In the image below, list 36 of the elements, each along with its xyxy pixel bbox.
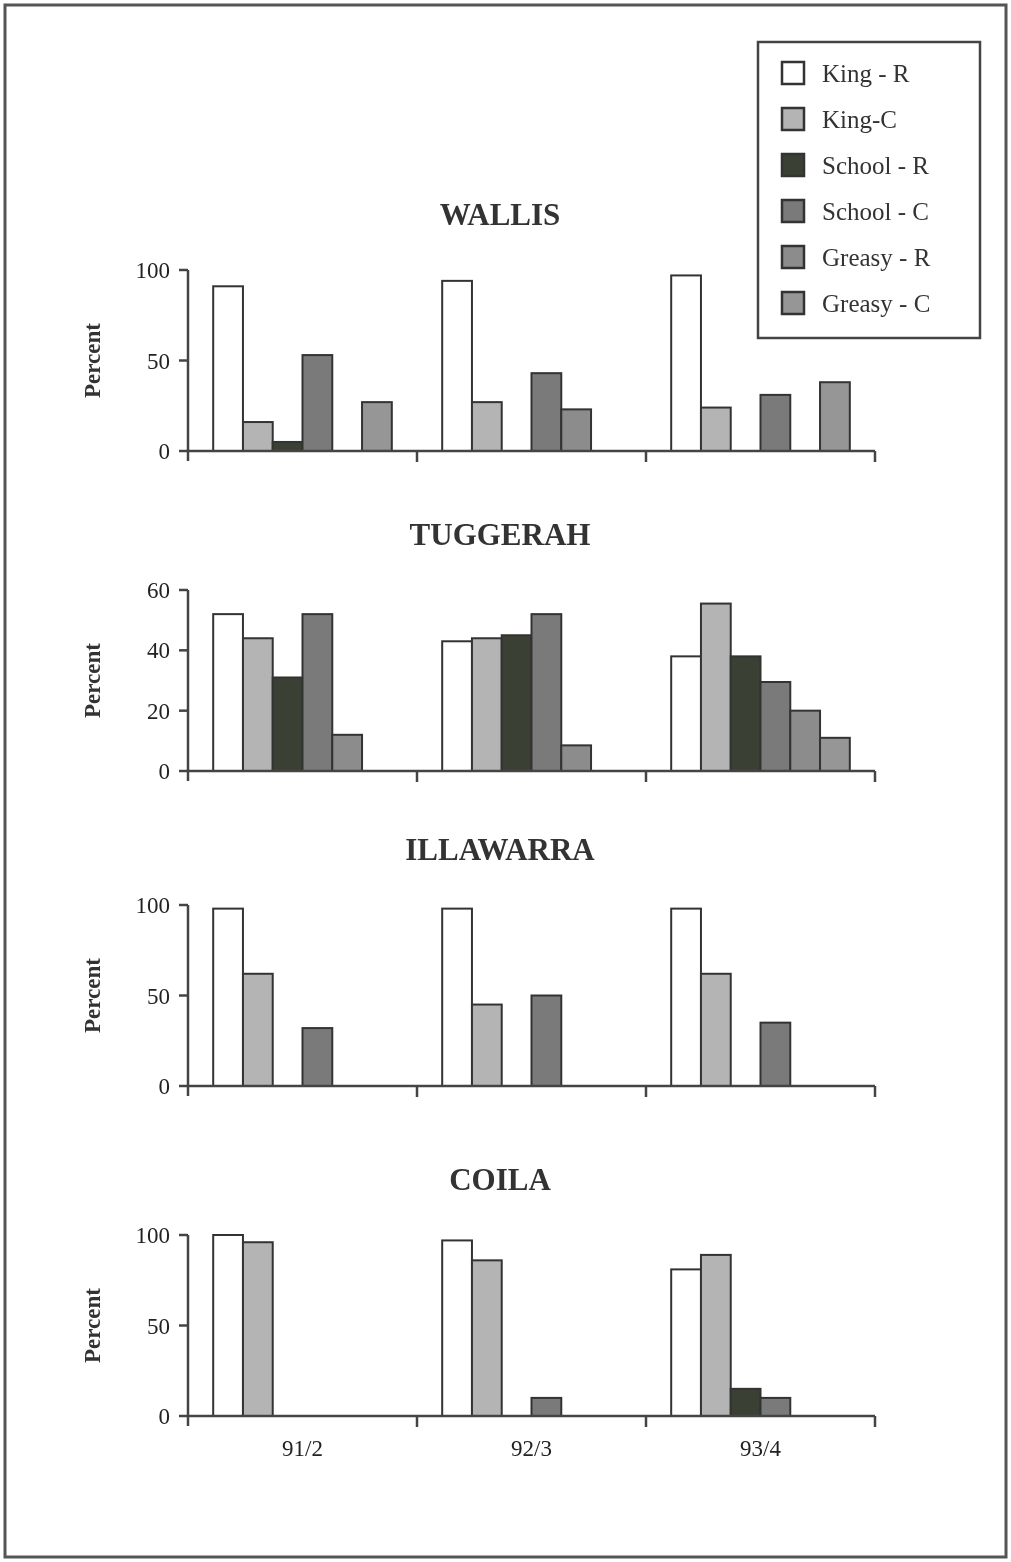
y-tick-label: 100 [135, 1223, 170, 1248]
y-tick-label: 100 [135, 893, 170, 918]
legend-label: King-C [822, 106, 897, 133]
chart-title: ILLAWARRA [405, 832, 596, 867]
legend-label: Greasy - R [822, 244, 931, 271]
bar [759, 393, 792, 452]
y-tick-label: 20 [147, 698, 170, 724]
bar [530, 994, 563, 1087]
y-tick-label: 100 [135, 258, 170, 283]
y-tick-label: 0 [158, 1074, 170, 1099]
y-axis-title: Percent [80, 642, 105, 718]
y-tick-label: 0 [158, 1404, 170, 1429]
y-tick-label: 50 [147, 983, 170, 1009]
y-axis-title: Percent [80, 1287, 105, 1363]
legend-label: King - R [822, 60, 910, 87]
y-axis-title: Percent [80, 322, 105, 398]
y-tick-label: 0 [158, 439, 170, 464]
y-tick-label: 0 [158, 759, 170, 784]
y-tick-label: 40 [147, 638, 170, 664]
y-tick-label: 50 [147, 1313, 170, 1339]
bar [819, 381, 851, 452]
chart-title: WALLIS [439, 197, 561, 232]
legend-label: Greasy - C [822, 290, 931, 317]
x-tick-label: 91/2 [282, 1436, 323, 1461]
legend-label: School - R [822, 152, 930, 179]
bar [361, 401, 393, 452]
chart-title: COILA [449, 1162, 552, 1197]
legend-label: School - C [822, 198, 929, 225]
y-axis-title: Percent [80, 957, 105, 1033]
x-tick-label: 92/3 [511, 1436, 552, 1461]
bar [301, 1027, 334, 1087]
x-tick-label: 93/4 [740, 1436, 782, 1461]
chart-title: TUGGERAH [409, 517, 591, 552]
y-tick-label: 60 [147, 578, 170, 603]
bar [759, 1021, 792, 1087]
y-tick-label: 50 [147, 348, 170, 374]
